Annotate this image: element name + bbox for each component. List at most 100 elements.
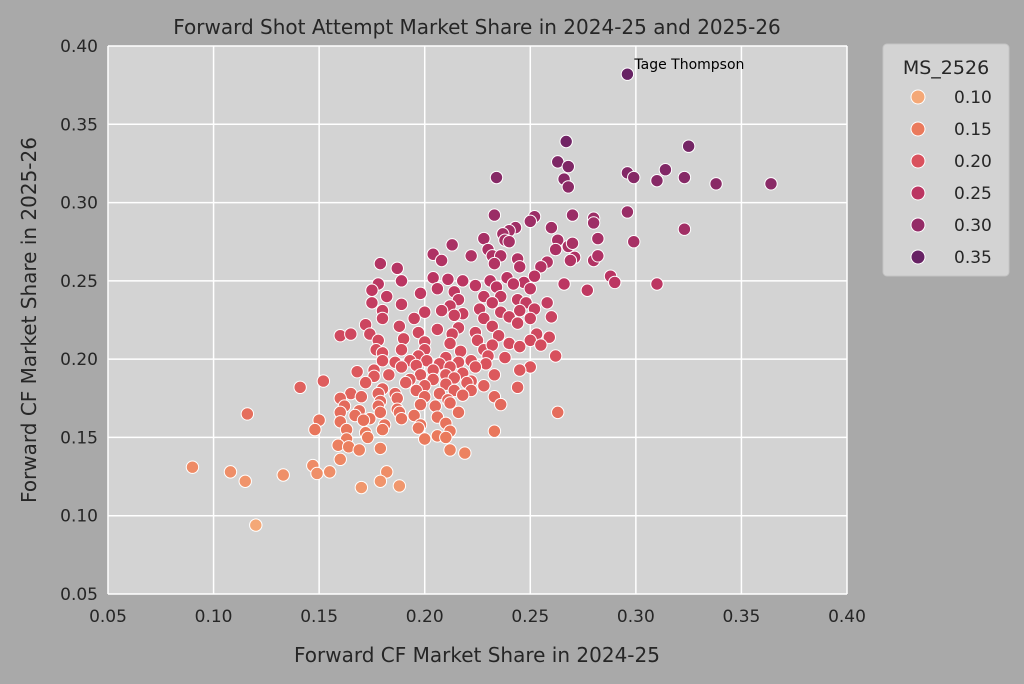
y-tick-label-0: 0.05 [60,585,98,605]
scatter-point-101 [544,310,559,324]
scatter-point-197 [494,397,508,412]
scatter-point-52 [373,256,388,271]
y-tick-label-3: 0.20 [60,350,98,370]
x-tick-label-1: 0.10 [195,607,233,627]
scatter-point-9 [627,170,641,185]
x-tick-label-5: 0.30 [617,607,655,627]
scatter-point-96 [407,311,421,326]
scatter-point-121 [470,333,485,348]
scatter-point-126 [394,343,409,357]
scatter-point-167 [358,375,373,390]
scatter-point-241 [238,474,252,488]
scatter-point-1 [559,134,573,149]
scatter-point-205 [451,405,466,420]
x-tick-label-4: 0.25 [511,607,549,627]
annotation-label-0: Tage Thompson [633,57,744,73]
scatter-point-137 [548,349,563,363]
scatter-point-112 [491,328,506,343]
scatter-point-12 [709,177,723,191]
scatter-point-181 [477,379,491,393]
scatter-point-4 [561,159,575,174]
scatter-point-86 [540,296,554,310]
scatter-point-169 [399,375,413,390]
scatter-point-11 [677,170,692,185]
y-tick-label-1: 0.10 [60,507,98,527]
scatter-point-73 [650,277,664,291]
scatter-point-238 [276,468,290,482]
scatter-point-104 [430,322,445,337]
scatter-point-218 [375,422,390,437]
legend-marker-0 [910,89,926,105]
scatter-point-34 [445,238,459,252]
scatter-point-61 [527,269,542,283]
scatter-point-147 [394,360,409,374]
scatter-point-118 [396,332,411,346]
y-tick-label-6: 0.35 [60,115,98,135]
scatter-point-54 [394,274,409,288]
scatter-point-109 [411,325,426,340]
x-tick-label-2: 0.15 [300,607,338,627]
scatter-point-74 [365,283,379,297]
scatter-point-88 [418,305,432,319]
scatter-point-206 [551,405,565,420]
scatter-point-48 [513,260,527,274]
scatter-point-7 [489,170,504,185]
scatter-point-45 [434,253,449,268]
scatter-point-203 [407,408,421,423]
scatter-point-215 [308,422,322,437]
scatter-point-20 [523,214,537,229]
scatter-point-64 [430,281,445,296]
scatter-point-120 [443,336,457,351]
legend-label-1: 0.15 [954,120,992,140]
scatter-point-194 [413,397,428,412]
scatter-point-233 [333,452,347,467]
scatter-point-124 [534,338,548,352]
x-tick-label-0: 0.05 [89,607,127,627]
scatter-point-159 [513,363,527,377]
scatter-point-229 [373,441,388,456]
scatter-point-173 [510,380,525,395]
scatter-point-53 [390,261,404,276]
scatter-point-201 [373,405,388,420]
scatter-point-70 [557,277,571,291]
scatter-point-116 [344,327,358,341]
scatter-point-107 [510,316,525,330]
legend-label-2: 0.20 [954,152,992,172]
scatter-point-165 [293,380,307,395]
legend-marker-3 [910,185,926,201]
scatter-point-76 [413,286,428,301]
x-tick-label-3: 0.20 [406,607,444,627]
scatter-point-230 [352,443,366,457]
scatter-point-212 [394,411,409,426]
scatter-point-195 [428,399,442,413]
scatter-point-71 [580,283,594,297]
scatter-point-2 [681,139,696,153]
scatter-point-224 [361,430,375,445]
scatter-point-232 [458,446,472,460]
scatter-point-136 [498,350,512,365]
scatter-point-25 [544,220,559,235]
scatter-point-21 [586,216,601,230]
legend-marker-4 [910,217,926,233]
scatter-point-5 [658,162,673,177]
legend-marker-2 [910,153,926,169]
scatter-point-51 [563,253,578,268]
scatter-point-31 [502,235,516,249]
scatter-point-128 [453,344,468,359]
scatter-point-196 [443,396,457,410]
scatter-point-72 [608,275,622,290]
legend-label-5: 0.35 [954,248,992,268]
y-tick-label-5: 0.30 [60,194,98,214]
scatter-point-158 [487,368,502,382]
scatter-point-14 [561,180,575,194]
scatter-point-239 [310,466,324,481]
scatter-point-245 [249,518,263,532]
scatter-point-226 [439,430,453,445]
scatter-point-131 [513,339,527,354]
scatter-point-0 [620,67,635,81]
y-tick-label-4: 0.25 [60,272,98,292]
x-tick-label-7: 0.40 [828,607,866,627]
legend-label-4: 0.30 [954,216,992,236]
scatter-point-236 [323,465,337,479]
